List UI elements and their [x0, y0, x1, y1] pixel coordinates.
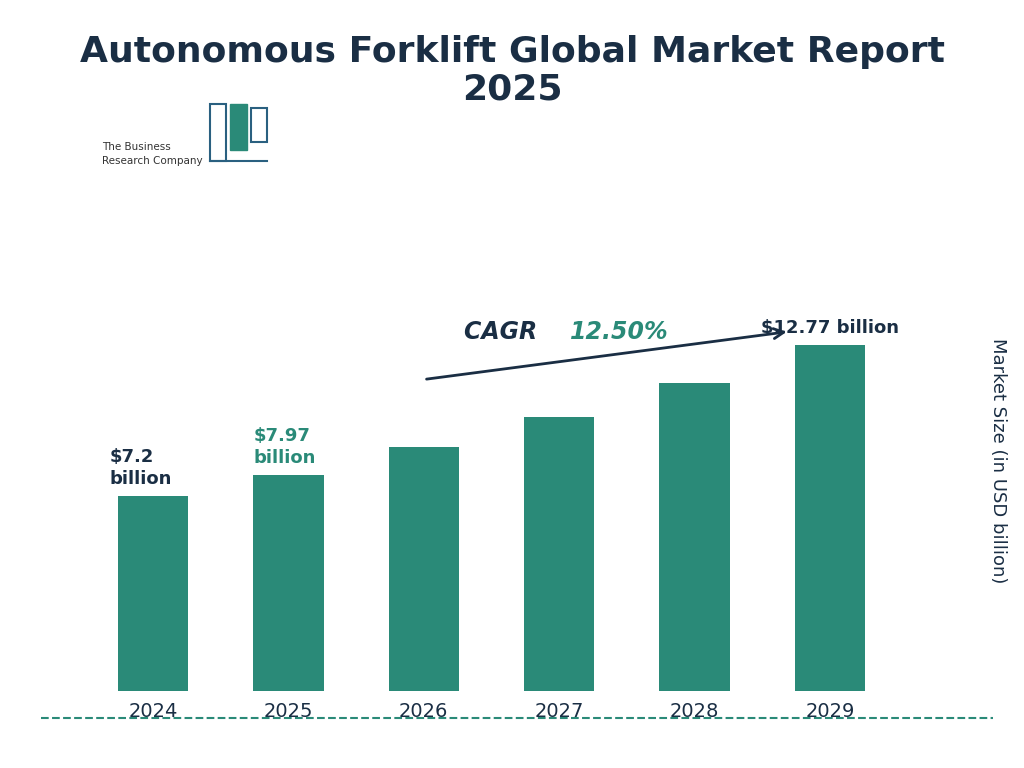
Bar: [253, 475, 324, 691]
Bar: [659, 383, 730, 691]
Bar: [524, 416, 595, 691]
Bar: [388, 447, 459, 691]
Text: $7.2
billion: $7.2 billion: [110, 448, 172, 488]
Text: The Business
Research Company: The Business Research Company: [102, 142, 203, 166]
Text: $7.97
billion: $7.97 billion: [253, 427, 315, 467]
Text: Market Size (in USD billion): Market Size (in USD billion): [989, 338, 1008, 584]
Text: Autonomous Forklift Global Market Report: Autonomous Forklift Global Market Report: [80, 35, 944, 68]
Text: CAGR: CAGR: [465, 320, 546, 344]
Text: $12.77 billion: $12.77 billion: [761, 319, 899, 337]
Text: 2025: 2025: [462, 73, 562, 107]
Bar: [795, 345, 865, 691]
Text: 12.50%: 12.50%: [570, 320, 669, 344]
Bar: [118, 496, 188, 691]
